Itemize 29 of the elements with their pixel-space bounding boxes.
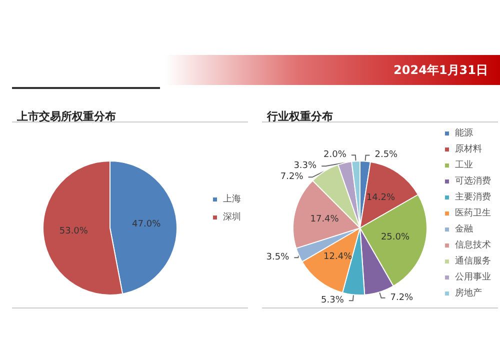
chart-title: 上市交易所权重分布 <box>16 110 116 123</box>
data-label: 12.4% <box>324 252 353 262</box>
data-label: 3.3% <box>294 161 318 172</box>
legend-label: 原材料 <box>455 144 482 154</box>
legend-label: 主要消费 <box>455 192 491 202</box>
legend-label: 金融 <box>455 224 473 234</box>
legend-label: 医药卫生 <box>455 208 491 218</box>
legend-label: 通信服务 <box>455 256 491 266</box>
data-label: 7.2% <box>280 172 304 182</box>
legend-label: 信息技术 <box>455 240 491 250</box>
legend-label: 上海 <box>223 194 241 204</box>
legend-label: 工业 <box>455 160 473 170</box>
legend-label: 房地产 <box>455 288 482 298</box>
data-label: 2.0% <box>324 150 347 160</box>
legend-label: 深圳 <box>223 212 241 222</box>
data-label: 7.2% <box>390 292 414 303</box>
data-label: 25.0% <box>380 232 410 243</box>
data-label: 5.3% <box>321 296 344 306</box>
data-label: 14.2% <box>366 192 396 203</box>
data-label: 17.4% <box>310 214 340 224</box>
chart-title: 行业权重分布 <box>266 110 333 123</box>
legend-label: 公用事业 <box>455 272 491 282</box>
legend-label: 能源 <box>455 128 473 138</box>
data-label: 3.5% <box>266 252 290 263</box>
data-label: 47.0% <box>132 220 162 230</box>
legend-label: 可选消费 <box>455 176 491 186</box>
text: 2024年1月31日 <box>394 62 488 79</box>
data-label: 2.5% <box>374 150 398 160</box>
data-label: 53.0% <box>59 226 88 236</box>
